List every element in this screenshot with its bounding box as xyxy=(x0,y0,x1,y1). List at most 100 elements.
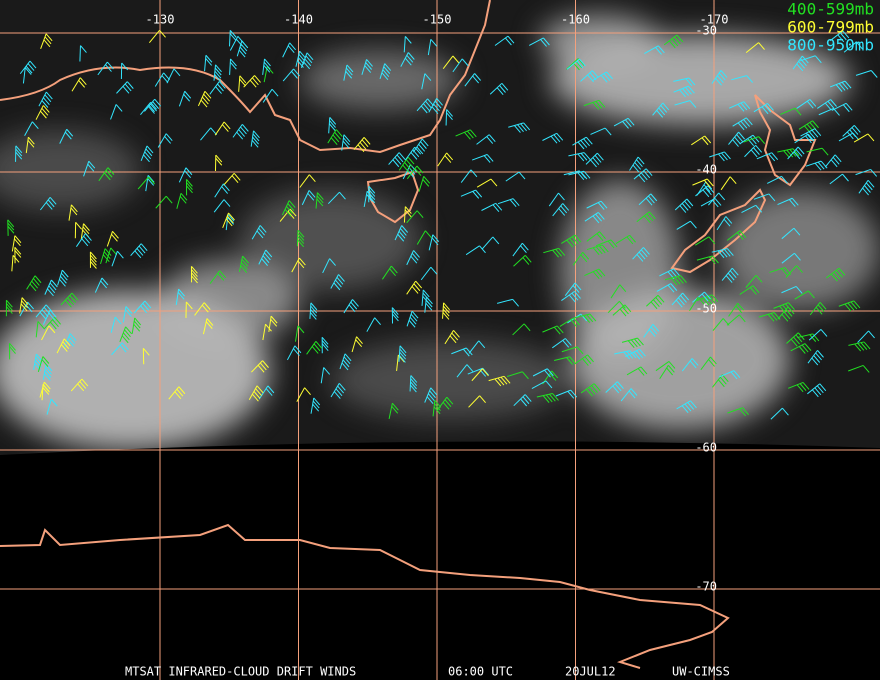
barb-tick xyxy=(650,326,658,335)
wind-barb xyxy=(250,130,260,148)
barb-staff xyxy=(456,364,468,378)
barb-tick xyxy=(206,318,214,326)
barb-tick xyxy=(558,208,566,216)
barb-staff xyxy=(379,63,386,79)
barb-staff xyxy=(612,304,626,316)
barb-tick xyxy=(288,200,296,208)
barb-tick xyxy=(868,330,875,339)
barb-staff xyxy=(542,132,557,141)
barb-tick xyxy=(578,170,586,179)
barb-tick xyxy=(740,120,748,129)
barb-tick xyxy=(798,346,806,354)
barb-staff xyxy=(406,210,418,224)
wind-barb xyxy=(282,42,297,58)
barb-tick xyxy=(214,70,222,79)
barb-tick xyxy=(49,282,57,291)
barb-tick xyxy=(263,61,271,70)
barb-staff xyxy=(629,156,639,171)
barb-staff xyxy=(728,302,739,317)
wind-barb xyxy=(554,356,577,365)
wind-barb xyxy=(586,244,609,256)
barb-tick xyxy=(49,321,57,330)
barb-tick xyxy=(117,250,124,259)
wind-barb xyxy=(19,301,35,317)
barb-staff xyxy=(98,167,109,182)
barb-staff xyxy=(424,296,427,313)
barb-tick xyxy=(226,215,234,224)
barb-tick xyxy=(604,127,612,136)
barb-tick xyxy=(593,383,601,391)
australia-coast xyxy=(0,0,491,154)
wind-barb xyxy=(548,192,565,207)
wind-barb xyxy=(178,90,192,107)
barb-staff xyxy=(455,129,471,137)
wind-barb xyxy=(445,109,453,126)
barb-tick xyxy=(630,388,638,396)
barb-tick xyxy=(583,152,591,160)
barb-staff xyxy=(626,366,642,376)
barb-tick xyxy=(570,319,578,328)
barb-tick xyxy=(236,131,244,140)
barb-tick xyxy=(479,395,486,404)
barb-tick xyxy=(402,164,410,173)
footer-text: UW-CIMSS xyxy=(672,665,730,679)
barb-tick xyxy=(483,155,491,163)
barb-tick xyxy=(178,386,186,395)
barb-tick xyxy=(297,325,305,334)
barb-staff xyxy=(300,52,308,68)
barb-tick xyxy=(645,168,653,177)
barb-tick xyxy=(410,313,418,322)
barb-tick xyxy=(658,107,666,116)
barb-staff xyxy=(708,192,720,206)
barb-staff xyxy=(409,375,412,392)
barb-tick xyxy=(552,393,559,401)
barb-tick xyxy=(708,256,716,265)
wind-barb xyxy=(671,292,690,308)
barb-tick xyxy=(104,248,112,256)
barb-tick xyxy=(241,258,249,267)
barb-tick xyxy=(814,55,822,64)
barb-staff xyxy=(213,199,225,213)
barb-staff xyxy=(744,144,757,158)
barb-tick xyxy=(299,257,306,266)
barb-staff xyxy=(437,152,448,167)
wind-barb xyxy=(176,192,188,209)
barb-tick xyxy=(729,270,737,278)
barb-tick xyxy=(271,88,279,97)
barb-tick xyxy=(165,133,173,142)
latitude-label: -30 xyxy=(695,24,717,38)
wind-barb xyxy=(691,135,712,146)
barb-tick xyxy=(32,278,40,286)
barb-staff xyxy=(214,183,224,198)
barb-tick xyxy=(804,343,812,351)
wind-barb xyxy=(19,297,29,314)
barb-tick xyxy=(125,309,132,317)
wind-barb xyxy=(790,343,812,354)
barb-staff xyxy=(807,383,821,395)
wind-barb xyxy=(542,132,564,144)
barb-tick xyxy=(205,54,213,63)
barb-tick xyxy=(316,198,324,207)
barb-tick xyxy=(368,189,376,197)
barb-staff xyxy=(564,282,576,296)
barb-tick xyxy=(85,233,92,241)
barb-tick xyxy=(48,312,56,321)
barb-tick xyxy=(238,49,246,58)
barb-staff xyxy=(424,387,432,403)
barb-tick xyxy=(214,74,221,82)
barb-tick xyxy=(581,358,589,366)
barb-tick xyxy=(215,157,223,166)
barb-tick xyxy=(359,141,367,150)
barb-staff xyxy=(711,70,722,84)
barb-tick xyxy=(321,340,329,348)
barb-staff xyxy=(689,297,699,312)
barb-staff xyxy=(625,348,640,358)
barb-tick xyxy=(571,236,579,245)
barb-tick xyxy=(436,98,444,106)
barb-tick xyxy=(44,94,52,103)
barb-tick xyxy=(518,171,526,180)
barb-tick xyxy=(721,374,729,383)
barb-tick xyxy=(598,99,606,108)
barb-tick xyxy=(585,136,593,145)
barb-staff xyxy=(442,302,445,319)
